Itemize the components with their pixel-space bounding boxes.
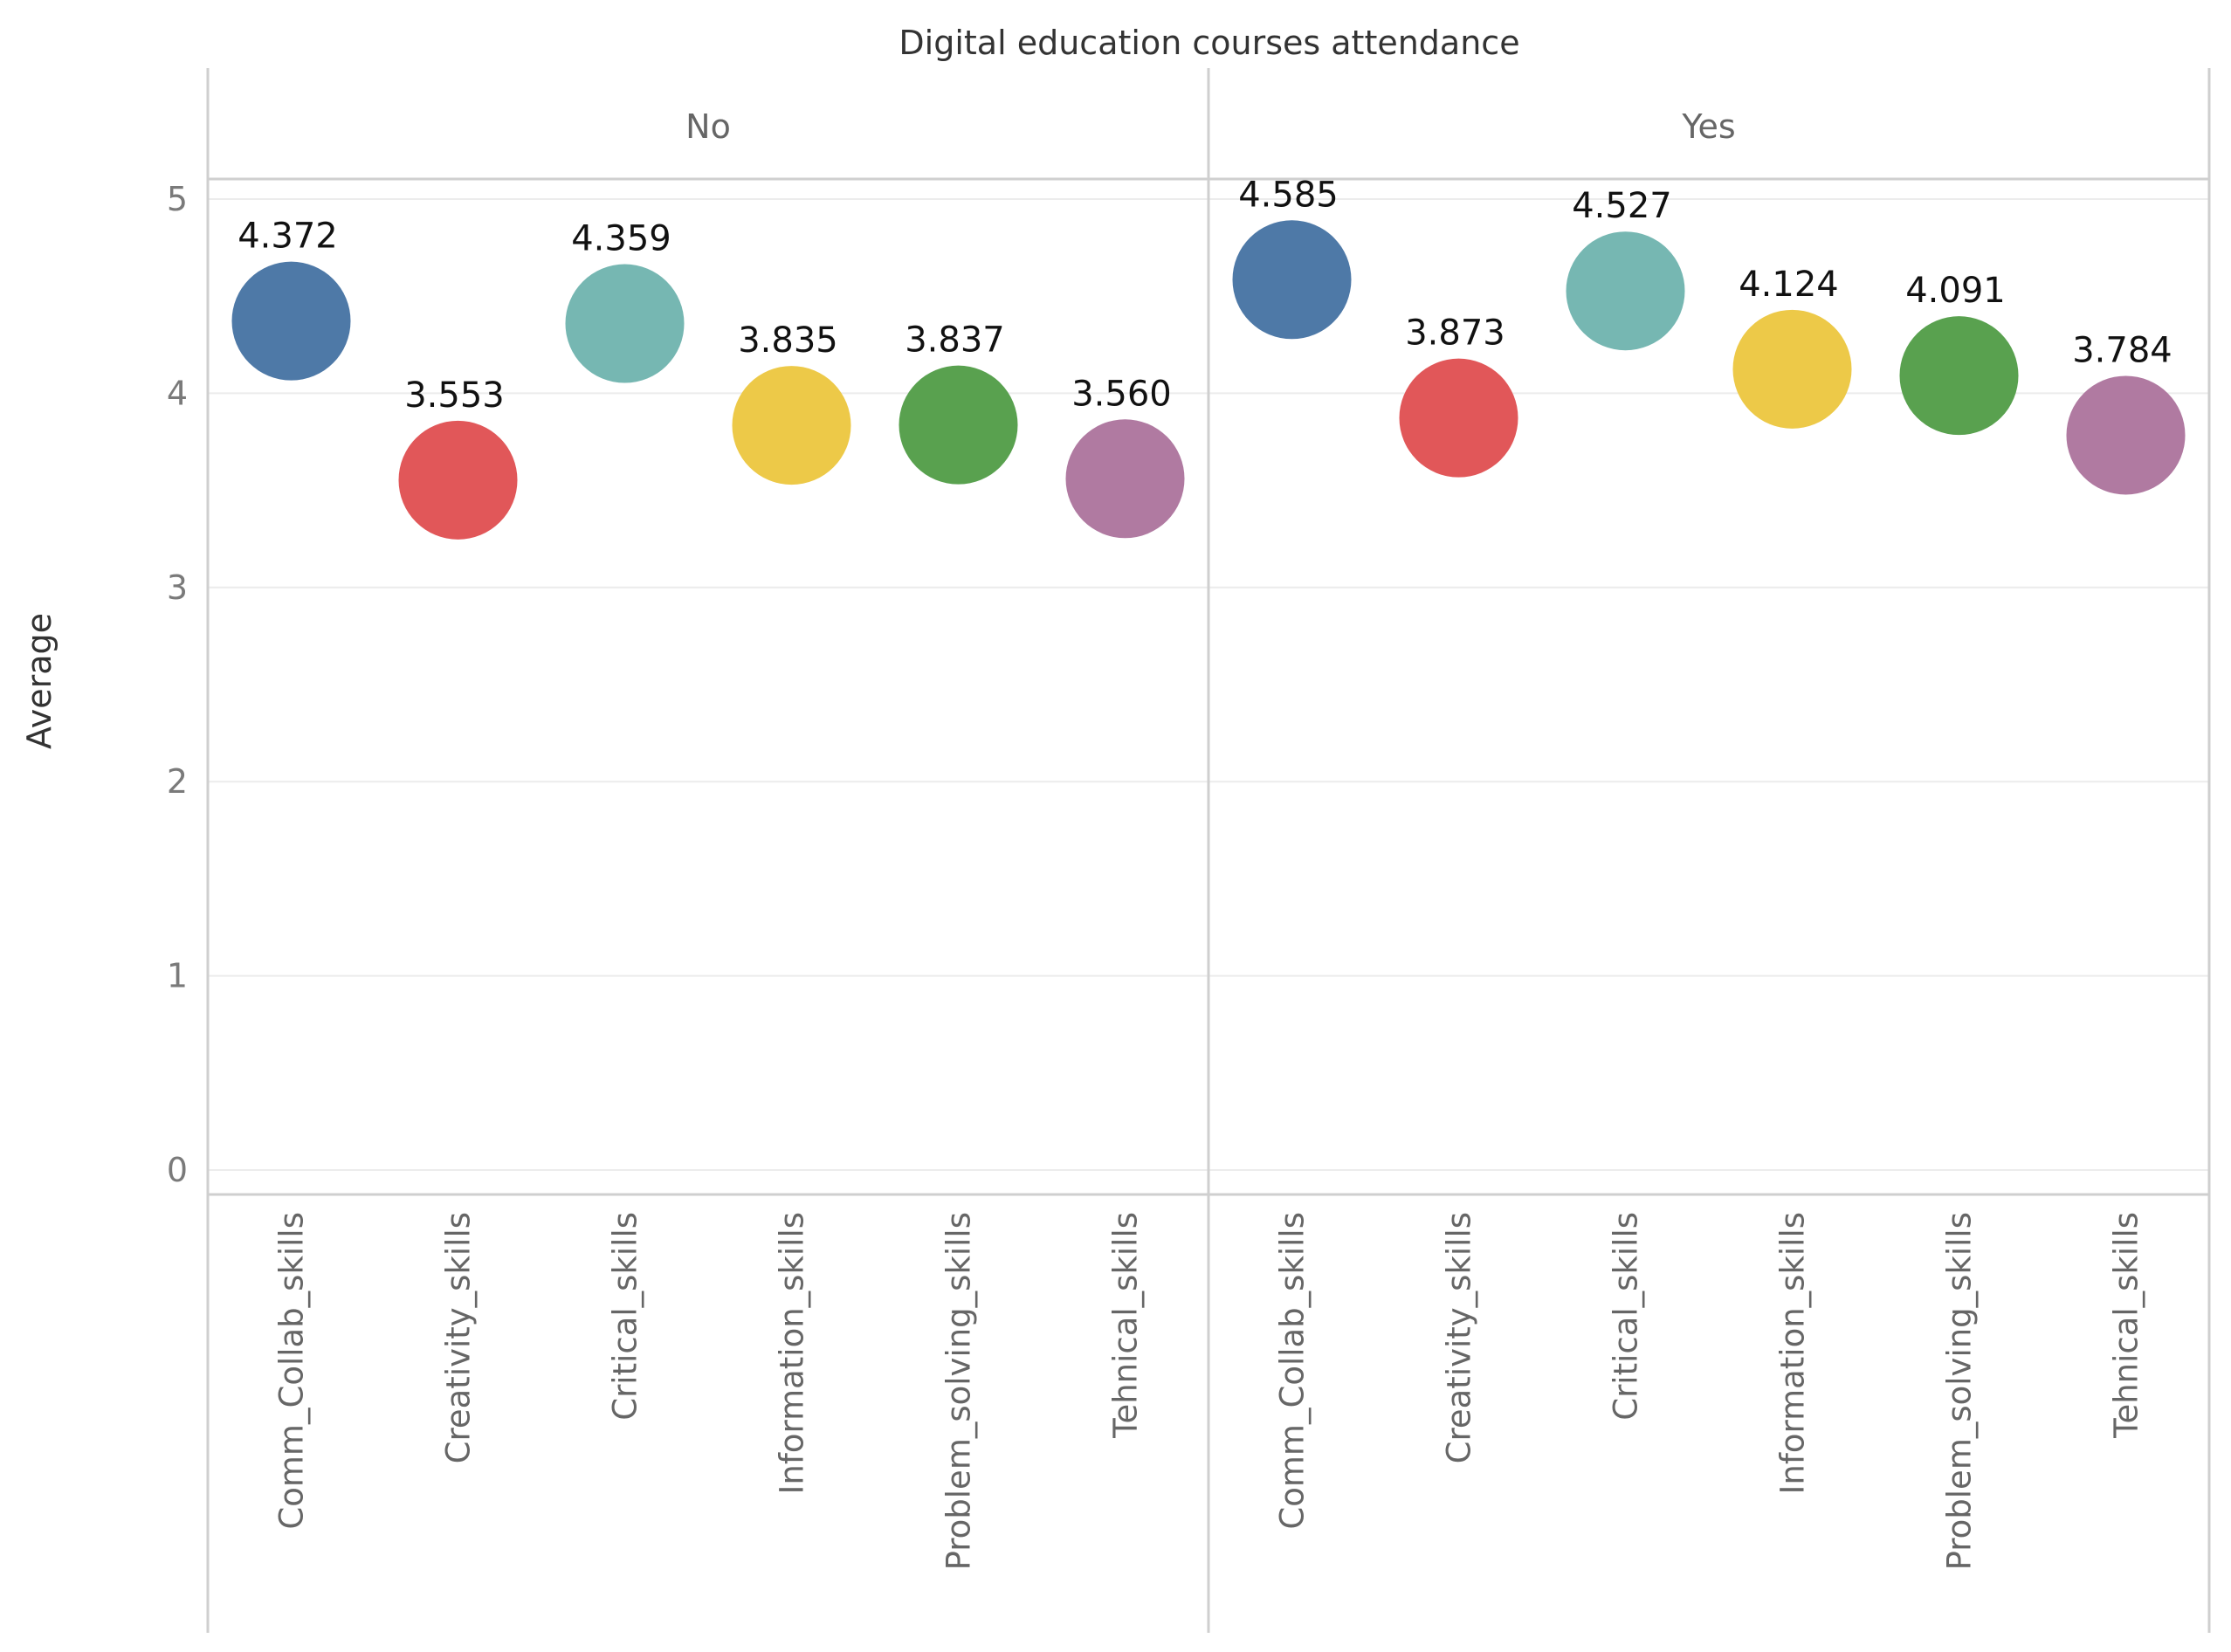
y-tick-label: 2 xyxy=(167,762,188,801)
point-no-information-skills xyxy=(732,366,851,485)
value-label-yes-creativity-skills: 3.873 xyxy=(1405,313,1505,354)
point-yes-tehnical-skills xyxy=(2066,375,2186,495)
point-no-problem-solving-skills xyxy=(899,365,1018,485)
panel-frame xyxy=(206,68,2211,1633)
category-label-no-creativity-skills: Creativity_skills xyxy=(440,1212,478,1463)
category-label-yes-creativity-skills: Creativity_skills xyxy=(1441,1212,1478,1463)
chart-title: Digital education courses attendance xyxy=(899,24,1519,62)
value-label-yes-problem-solving-skills: 4.091 xyxy=(1905,271,2006,311)
point-no-comm-collab-skills xyxy=(231,261,351,381)
y-tick-label: 5 xyxy=(167,180,188,218)
point-yes-creativity-skills xyxy=(1399,358,1518,478)
value-label-no-creativity-skills: 3.553 xyxy=(404,375,505,416)
x-axis-categories: Comm_Collab_skills Creativity_skills Criti… xyxy=(273,1212,2145,1570)
y-tick-label: 4 xyxy=(167,374,188,412)
value-label-yes-critical-skills: 4.527 xyxy=(1572,186,1672,226)
value-label-yes-information-skills: 4.124 xyxy=(1739,265,1839,305)
category-label-yes-critical-skills: Critical_skills xyxy=(1608,1212,1645,1421)
point-yes-critical-skills xyxy=(1566,231,1685,351)
panel-header-no: No xyxy=(685,107,731,146)
y-tick-label: 0 xyxy=(167,1151,188,1189)
value-label-no-information-skills: 3.835 xyxy=(738,320,838,361)
category-label-yes-problem-solving-skills: Problem_solving_skills xyxy=(1941,1212,1979,1570)
category-label-no-problem-solving-skills: Problem_solving_skills xyxy=(940,1212,978,1570)
point-yes-information-skills xyxy=(1732,309,1852,429)
point-no-critical-skills xyxy=(565,264,685,383)
point-no-creativity-skills xyxy=(398,420,518,540)
point-yes-comm-collab-skills xyxy=(1232,220,1352,340)
category-label-yes-comm-collab-skills: Comm_Collab_skills xyxy=(1274,1212,1312,1530)
y-tick-label: 1 xyxy=(167,957,188,995)
y-axis-ticks: 0 1 2 3 4 5 xyxy=(167,180,188,1189)
category-label-yes-tehnical-skills: Tehnical_skills xyxy=(2108,1212,2145,1439)
panel-headers: No Yes xyxy=(685,107,1736,146)
point-yes-problem-solving-skills xyxy=(1899,316,2019,436)
panel-header-yes: Yes xyxy=(1681,107,1735,146)
value-label-yes-comm-collab-skills: 4.585 xyxy=(1238,175,1339,215)
category-label-no-critical-skills: Critical_skills xyxy=(607,1212,644,1421)
value-label-no-tehnical-skills: 3.560 xyxy=(1071,374,1172,414)
category-label-no-information-skills: Information_skills xyxy=(774,1212,811,1495)
y-tick-label: 3 xyxy=(167,568,188,607)
value-label-yes-tehnical-skills: 3.784 xyxy=(2072,330,2172,370)
value-label-no-critical-skills: 4.359 xyxy=(571,219,671,259)
category-label-no-comm-collab-skills: Comm_Collab_skills xyxy=(273,1212,311,1530)
category-label-yes-information-skills: Information_skills xyxy=(1774,1212,1812,1495)
value-label-no-comm-collab-skills: 4.372 xyxy=(238,217,338,257)
y-axis-label: Average xyxy=(20,613,59,749)
value-label-no-problem-solving-skills: 3.837 xyxy=(905,320,1005,361)
data-points: 4.372 3.553 4.359 3.835 3.837 3.560 4.585 3.873… xyxy=(231,175,2186,540)
category-label-no-tehnical-skills: Tehnical_skills xyxy=(1107,1212,1145,1439)
point-no-tehnical-skills xyxy=(1065,419,1185,539)
